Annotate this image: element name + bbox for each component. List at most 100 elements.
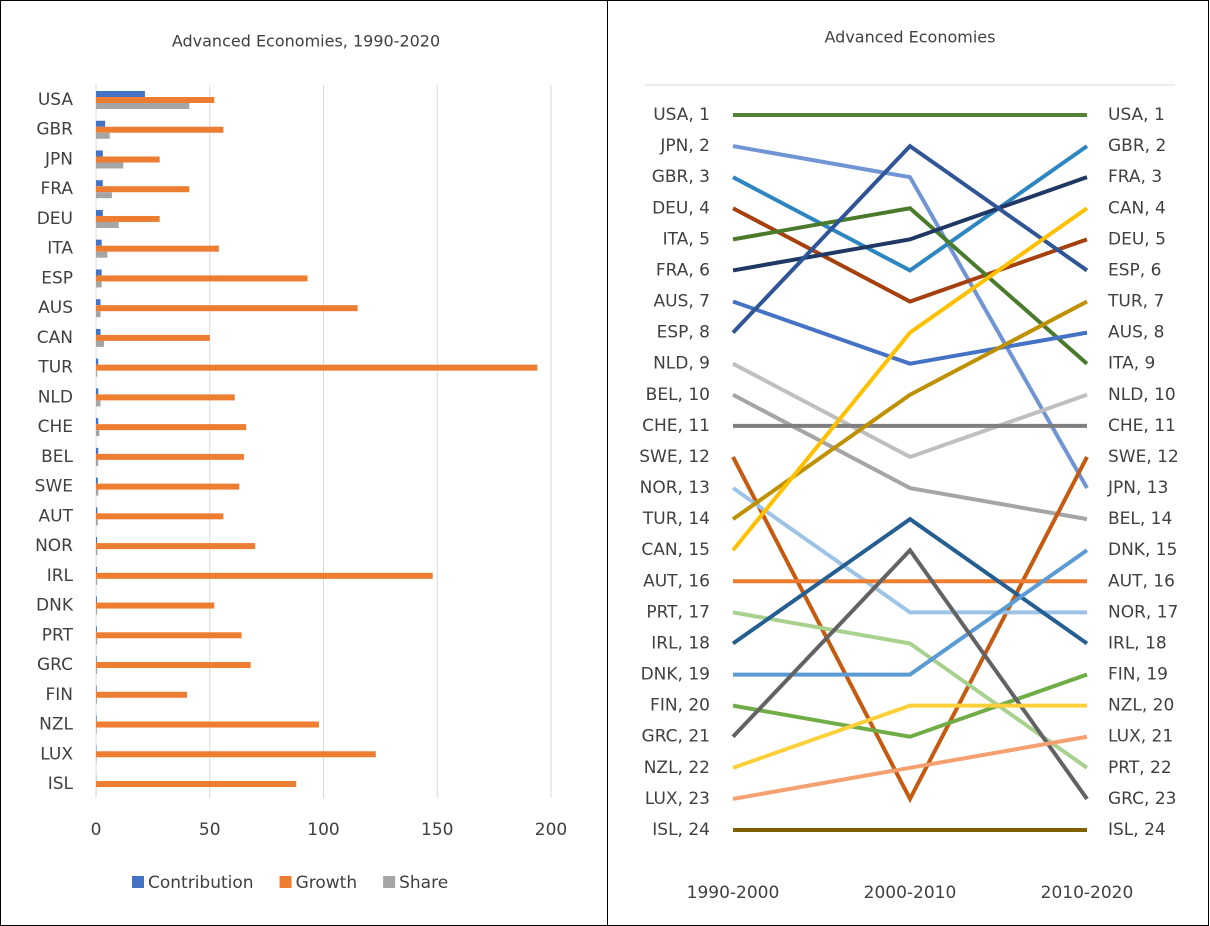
bar (96, 447, 99, 454)
bar (96, 418, 99, 425)
bar (96, 370, 98, 377)
y-tick-label: GRC (37, 655, 73, 675)
bar (96, 549, 98, 556)
bar (96, 245, 219, 252)
bar (96, 328, 101, 335)
y-tick-label: FIN (45, 685, 73, 705)
rank-label: AUS, 7 (654, 292, 711, 312)
y-tick-label: CHE (38, 417, 73, 437)
bar (96, 656, 97, 663)
rank-label: NLD, 9 (653, 354, 710, 374)
rank-label: LUX, 21 (1108, 727, 1173, 747)
bar (96, 715, 97, 722)
legend-label: Share (399, 873, 448, 893)
bar (96, 781, 297, 787)
y-tick-label: ISL (48, 774, 74, 794)
y-tick-label: PRT (42, 625, 74, 645)
bar (96, 299, 101, 306)
rank-line (732, 672, 1088, 739)
y-tick-label: ESP (41, 268, 73, 288)
rank-label: AUT, 16 (643, 571, 710, 591)
y-tick-label: NZL (39, 715, 73, 735)
bar (96, 251, 108, 258)
rank-label: FIN, 19 (1108, 665, 1168, 685)
bar (96, 215, 160, 222)
bar (96, 596, 97, 603)
bar (96, 572, 433, 579)
rank-label: GRC, 23 (1108, 789, 1176, 809)
rank-label: SWE, 12 (1108, 447, 1179, 467)
rank-label: TUR, 7 (1107, 292, 1164, 312)
rank-line (732, 144, 1089, 273)
bar (96, 388, 99, 395)
y-tick-label: ITA (47, 239, 73, 259)
bar (96, 340, 104, 347)
bar (96, 697, 97, 704)
rank-line (731, 547, 1089, 801)
rank-label: PRT, 17 (646, 602, 710, 622)
y-tick-label: LUX (40, 744, 73, 764)
bar (96, 626, 97, 633)
y-tick-label: USA (38, 90, 74, 110)
bar (96, 507, 98, 514)
rank-label: FRA, 6 (656, 260, 710, 280)
rank-line (731, 456, 1089, 804)
bar (96, 519, 98, 526)
x-tick-label: 100 (307, 820, 339, 840)
bar (96, 489, 99, 496)
rank-label: DNK, 19 (641, 665, 710, 685)
bar (96, 751, 376, 758)
rank-label: GRC, 21 (642, 727, 710, 747)
rank-label: BEL, 14 (1108, 509, 1172, 529)
x-tick-label: 200 (535, 820, 567, 840)
x-tick-label: 2000-2010 (864, 883, 957, 903)
rank-label: USA, 1 (1108, 105, 1165, 125)
x-tick-label: 150 (421, 820, 453, 840)
bar (96, 221, 119, 228)
bar (96, 103, 190, 109)
bar (96, 566, 98, 573)
rank-label: ESP, 8 (657, 323, 710, 343)
x-tick-label: 50 (199, 820, 221, 840)
bar (96, 394, 235, 401)
bar (96, 662, 251, 669)
bar (96, 162, 124, 169)
rank-label: ITA, 5 (663, 229, 710, 249)
legend-swatch (132, 876, 144, 888)
bar (96, 727, 97, 734)
rank-label: CHE, 11 (642, 416, 710, 436)
legend-label: Contribution (148, 873, 254, 893)
bar (96, 132, 110, 139)
rank-line (731, 206, 1089, 552)
rank-line (732, 206, 1088, 304)
bar (96, 91, 145, 97)
bar (96, 668, 98, 675)
legend-swatch (279, 876, 292, 888)
bar (96, 120, 106, 127)
rank-label: PRT, 22 (1108, 758, 1172, 778)
y-tick-label: NLD (38, 387, 73, 407)
y-tick-label: BEL (41, 447, 73, 467)
bar (96, 453, 244, 460)
x-tick-label: 1990-2000 (687, 883, 780, 903)
bar (96, 543, 256, 550)
bar (96, 305, 358, 312)
rank-label: AUT, 16 (1108, 571, 1175, 591)
rank-label: DEU, 5 (1108, 229, 1166, 249)
rank-label: NOR, 17 (1108, 602, 1178, 622)
rank-label: FRA, 3 (1108, 167, 1162, 187)
bar (96, 459, 99, 466)
bar (96, 209, 103, 216)
rank-line (732, 703, 1087, 770)
bar (96, 691, 187, 698)
bar (96, 578, 98, 585)
bar (96, 721, 319, 728)
rank-label: NZL, 20 (1108, 696, 1174, 716)
bar (96, 632, 242, 639)
y-tick-label: DEU (37, 209, 73, 229)
bar (96, 192, 112, 199)
rank-label: TUR, 14 (642, 509, 710, 529)
y-tick-label: AUT (39, 506, 74, 526)
legend-swatch (383, 876, 396, 888)
